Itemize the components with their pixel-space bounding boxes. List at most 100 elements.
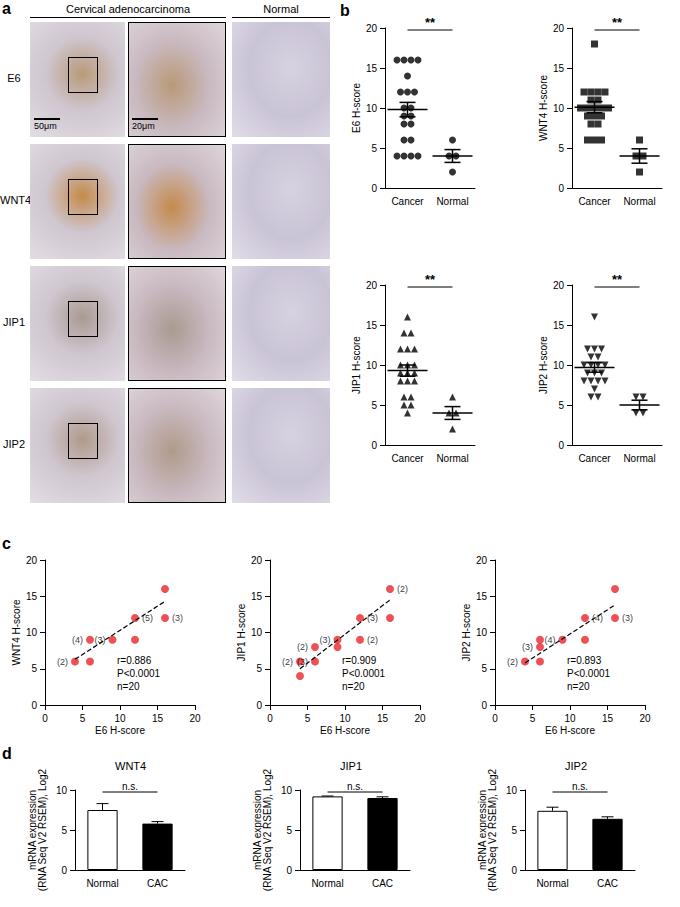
svg-text:15: 15 <box>377 713 389 724</box>
svg-text:0: 0 <box>371 183 377 194</box>
svg-text:E6 H-score: E6 H-score <box>95 725 145 736</box>
svg-text:20: 20 <box>553 280 565 291</box>
svg-text:20: 20 <box>553 23 565 34</box>
svg-text:5: 5 <box>31 663 37 674</box>
svg-text:Normal: Normal <box>436 196 468 207</box>
svg-text:5: 5 <box>80 713 86 724</box>
svg-text:10: 10 <box>26 627 38 638</box>
svg-text:10: 10 <box>506 785 518 796</box>
svg-text:n=20: n=20 <box>567 681 590 692</box>
svg-text:n.s.: n.s. <box>122 781 138 792</box>
svg-text:15: 15 <box>602 713 614 724</box>
svg-text:Normal: Normal <box>86 878 118 889</box>
svg-text:JIP1 H-score: JIP1 H-score <box>351 336 362 394</box>
svg-text:**: ** <box>612 272 623 287</box>
svg-text:15: 15 <box>26 591 38 602</box>
svg-text:10: 10 <box>281 785 293 796</box>
svg-text:0: 0 <box>558 183 564 194</box>
svg-text:5: 5 <box>511 825 517 836</box>
svg-text:0: 0 <box>256 700 262 711</box>
svg-text:c: c <box>2 535 11 552</box>
svg-text:20: 20 <box>26 555 38 566</box>
svg-text:15: 15 <box>553 320 565 331</box>
svg-text:JIP2 H-score: JIP2 H-score <box>538 336 549 394</box>
svg-text:JIP2: JIP2 <box>565 760 587 772</box>
svg-text:(4): (4) <box>545 635 556 645</box>
svg-text:d: d <box>2 745 12 762</box>
svg-text:0: 0 <box>61 865 67 876</box>
svg-text:15: 15 <box>152 713 164 724</box>
svg-text:0: 0 <box>31 700 37 711</box>
svg-text:0: 0 <box>371 440 377 451</box>
svg-text:Cancer: Cancer <box>578 453 611 464</box>
svg-text:5: 5 <box>558 143 564 154</box>
svg-text:E6 H-score: E6 H-score <box>320 725 370 736</box>
svg-text:10: 10 <box>251 627 263 638</box>
svg-text:**: ** <box>425 272 436 287</box>
svg-text:r=0.909: r=0.909 <box>342 655 377 666</box>
svg-text:20: 20 <box>476 555 488 566</box>
svg-text:Normal: Normal <box>536 878 568 889</box>
svg-text:10: 10 <box>564 713 576 724</box>
svg-text:(4): (4) <box>72 635 83 645</box>
svg-text:(2): (2) <box>507 657 518 667</box>
svg-text:15: 15 <box>366 320 378 331</box>
svg-text:**: ** <box>425 15 436 30</box>
svg-text:5: 5 <box>481 663 487 674</box>
svg-text:JIP1 H-score: JIP1 H-score <box>236 603 247 661</box>
svg-text:P<0.0001: P<0.0001 <box>567 668 611 679</box>
svg-text:0: 0 <box>286 865 292 876</box>
svg-text:10: 10 <box>56 785 68 796</box>
svg-text:(3): (3) <box>522 642 533 652</box>
svg-text:10: 10 <box>476 627 488 638</box>
svg-text:Cancer: Cancer <box>578 196 611 207</box>
svg-text:WNT4 H-score: WNT4 H-score <box>11 599 22 666</box>
svg-text:Normal: Normal <box>623 453 655 464</box>
svg-text:20: 20 <box>366 23 378 34</box>
svg-text:(3): (3) <box>172 613 183 623</box>
svg-text:15: 15 <box>251 591 263 602</box>
svg-text:Normal: Normal <box>436 453 468 464</box>
svg-text:CAC: CAC <box>597 878 618 889</box>
svg-text:P<0.0001: P<0.0001 <box>342 668 386 679</box>
svg-text:10: 10 <box>366 103 378 114</box>
svg-text:Normal: Normal <box>311 878 343 889</box>
svg-text:n=20: n=20 <box>342 681 365 692</box>
svg-text:20: 20 <box>366 280 378 291</box>
svg-text:E6 H-score: E6 H-score <box>351 83 362 133</box>
svg-text:n.s.: n.s. <box>572 781 588 792</box>
svg-text:WNT4: WNT4 <box>115 760 146 772</box>
svg-text:0: 0 <box>558 440 564 451</box>
svg-text:CAC: CAC <box>372 878 393 889</box>
svg-text:E6 H-score: E6 H-score <box>545 725 595 736</box>
svg-text:Normal: Normal <box>623 196 655 207</box>
svg-text:5: 5 <box>371 400 377 411</box>
svg-text:5: 5 <box>61 825 67 836</box>
svg-text:n.s.: n.s. <box>347 781 363 792</box>
svg-text:(2): (2) <box>297 642 308 652</box>
svg-text:0: 0 <box>492 713 498 724</box>
svg-text:(2): (2) <box>367 635 378 645</box>
svg-text:(3): (3) <box>297 657 308 667</box>
svg-text:10: 10 <box>366 360 378 371</box>
svg-text:(3): (3) <box>320 635 331 645</box>
svg-text:(RNA Seq V2 RSEM), Log2: (RNA Seq V2 RSEM), Log2 <box>37 768 48 891</box>
svg-text:5: 5 <box>371 143 377 154</box>
svg-text:Cancer: Cancer <box>391 196 424 207</box>
svg-text:10: 10 <box>553 103 565 114</box>
svg-text:10: 10 <box>339 713 351 724</box>
svg-text:(3): (3) <box>622 613 633 623</box>
svg-text:15: 15 <box>476 591 488 602</box>
svg-text:(2): (2) <box>397 584 408 594</box>
svg-text:10: 10 <box>553 360 565 371</box>
svg-text:0: 0 <box>267 713 273 724</box>
svg-text:10: 10 <box>114 713 126 724</box>
svg-text:JIP2 H-score: JIP2 H-score <box>461 603 472 661</box>
svg-text:b: b <box>340 2 350 19</box>
svg-text:20: 20 <box>189 713 201 724</box>
svg-text:Cancer: Cancer <box>391 453 424 464</box>
svg-text:JIP1: JIP1 <box>340 760 362 772</box>
svg-text:CAC: CAC <box>147 878 168 889</box>
svg-text:5: 5 <box>305 713 311 724</box>
svg-text:n=20: n=20 <box>117 681 140 692</box>
